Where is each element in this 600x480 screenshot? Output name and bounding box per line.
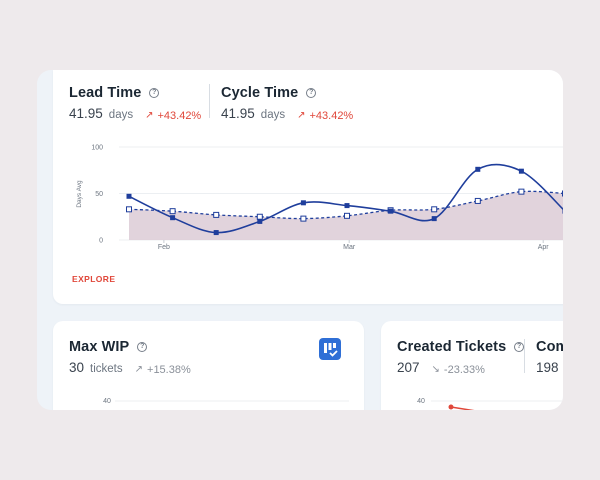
lead-time-unit: days <box>108 109 134 121</box>
x-tick-label: Apr <box>538 244 550 251</box>
metric-divider <box>209 84 210 118</box>
cycle-time-metric: Cycle Time ? 41.95 days ↗ +43.42% <box>221 85 353 122</box>
completed-value: 198 <box>536 360 559 375</box>
lead-time-value: 41.95 <box>69 106 103 121</box>
help-icon[interactable]: ? <box>514 342 525 352</box>
y-tick-label: 100 <box>91 145 103 152</box>
created-tickets-card: Created Tickets ? 207 ↘ -23.33% Com 198 … <box>381 321 563 410</box>
area-fill <box>129 191 563 240</box>
x-tick-label: Feb <box>158 244 170 251</box>
data-point <box>126 206 132 213</box>
help-icon[interactable]: ? <box>137 342 148 352</box>
created-tickets-metric: Created Tickets ? 207 ↘ -23.33% <box>397 339 525 376</box>
max-wip-value: 30 <box>69 360 85 375</box>
y-tick-label: 40 <box>417 398 425 405</box>
trend-up-icon: ↗ <box>297 110 306 121</box>
data-point <box>213 230 219 236</box>
created-tickets-trend: -23.33% <box>443 363 485 376</box>
data-point <box>126 193 132 199</box>
series-line <box>128 190 563 220</box>
series-line <box>450 406 475 410</box>
y-tick-label: 50 <box>95 191 103 198</box>
data-point <box>518 188 525 195</box>
kanban-board-icon[interactable] <box>319 338 341 360</box>
trend-up-icon: ↗ <box>134 364 144 375</box>
max-wip-title: Max WIP <box>69 339 130 355</box>
data-point <box>344 203 350 209</box>
data-point <box>169 208 176 215</box>
data-point <box>344 212 350 219</box>
created-tickets-chart: 40 <box>417 398 563 410</box>
max-wip-card: Max WIP ? 30 tickets ↗ +15.38% 40 <box>53 321 364 410</box>
lead-time-chart: 100 50 0 Days Avg Feb Mar Apr <box>76 145 563 251</box>
y-tick-label: 0 <box>99 238 103 245</box>
trend-down-icon: ↘ <box>431 364 440 375</box>
data-point <box>431 206 438 213</box>
lead-time-title: Lead Time <box>69 85 142 101</box>
data-point <box>257 218 263 224</box>
data-point <box>475 166 481 172</box>
completed-metric: Com 198 <box>536 339 563 375</box>
y-axis-label: Days Avg <box>76 180 83 208</box>
data-point <box>388 208 394 214</box>
data-point <box>474 197 481 204</box>
dashboard-frame: Lead Time ? 41.95 days ↗ +43.42% Cycle T… <box>37 70 563 410</box>
metric-divider <box>524 339 525 373</box>
trend-up-icon: ↗ <box>145 110 154 121</box>
data-point <box>256 213 263 220</box>
created-tickets-value: 207 <box>397 360 420 375</box>
created-tickets-title: Created Tickets <box>397 339 507 355</box>
max-wip-metric: Max WIP ? 30 tickets ↗ +15.38% <box>69 339 191 376</box>
data-point <box>431 216 437 222</box>
x-tick-label: Mar <box>343 244 356 251</box>
explore-link[interactable]: EXPLORE <box>72 274 116 284</box>
lead-time-metric: Lead Time ? 41.95 days ↗ +43.42% <box>69 85 201 122</box>
max-wip-unit: tickets <box>90 363 123 375</box>
cycle-time-value: 41.95 <box>221 106 255 121</box>
y-tick-label: 40 <box>103 398 111 405</box>
data-point <box>170 215 176 221</box>
cycle-time-unit: days <box>260 109 286 121</box>
lead-cycle-time-card: Lead Time ? 41.95 days ↗ +43.42% Cycle T… <box>53 70 563 304</box>
completed-title: Com <box>536 339 563 355</box>
data-point <box>213 211 220 218</box>
data-point <box>518 168 524 174</box>
help-icon[interactable]: ? <box>149 88 160 98</box>
data-point <box>562 208 563 214</box>
cycle-time-title: Cycle Time <box>221 85 299 101</box>
help-icon[interactable]: ? <box>306 88 317 98</box>
data-point <box>562 190 563 197</box>
data-point <box>300 200 306 206</box>
max-wip-trend: +15.38% <box>147 363 191 376</box>
max-wip-chart: 40 <box>103 398 349 405</box>
cycle-time-trend: +43.42% <box>309 109 354 122</box>
lead-time-trend: +43.42% <box>157 109 202 122</box>
data-point <box>300 215 307 222</box>
